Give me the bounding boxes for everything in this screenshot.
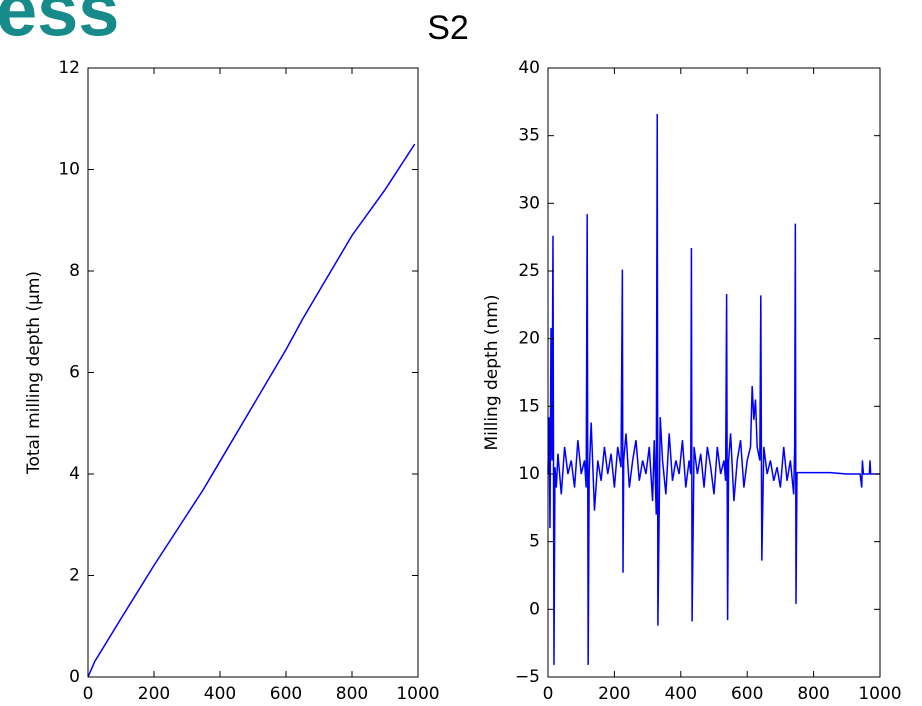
y-tick-label: 0 [529,599,540,619]
x-tick-label: 1000 [858,684,901,704]
plot-frame [547,67,881,678]
y-tick-label: 35 [518,126,540,146]
y-axis-label: Milling depth (nm) [482,294,502,450]
y-axis-label: Total milling depth (μm) [24,271,44,475]
x-tick-label: 600 [270,684,302,704]
plot-frame [87,67,419,678]
x-tick-label: 600 [731,684,763,704]
x-tick-label: 800 [797,684,829,704]
y-tick-label: 10 [58,160,80,180]
y-tick-label: 25 [518,261,540,281]
x-tick-label: 0 [83,684,94,704]
x-tick-label: 200 [598,684,630,704]
x-tick-label: 1000 [396,684,439,704]
x-tick-label: 0 [543,684,554,704]
y-tick-label: 15 [518,396,540,416]
y-tick-label: 8 [69,261,80,281]
y-tick-label: 12 [58,58,80,78]
y-tick-label: 6 [69,363,80,383]
heading: ess [0,0,119,52]
data-line [547,114,880,665]
y-tick-label: 20 [518,329,540,349]
x-tick-label: 400 [204,684,236,704]
y-tick-label: 30 [518,193,540,213]
x-tick-label: 400 [665,684,697,704]
y-tick-label: 40 [518,58,540,78]
x-tick-label: 200 [138,684,170,704]
title: S2 [427,9,469,47]
y-tick-label: 2 [69,566,80,586]
y-tick-label: 4 [69,464,80,484]
y-tick-label: 10 [518,464,540,484]
y-tick-label: 0 [69,667,80,687]
data-line [87,143,416,678]
x-tick-label: 800 [336,684,368,704]
y-tick-label: 5 [529,532,540,552]
y-tick-label: −5 [515,667,540,687]
